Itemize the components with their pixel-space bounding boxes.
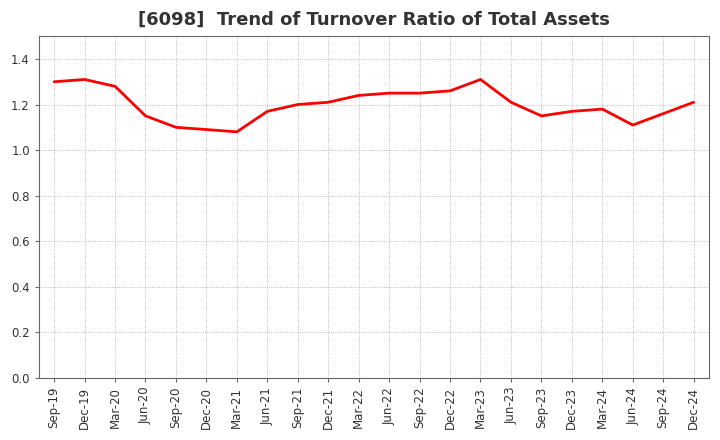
Title: [6098]  Trend of Turnover Ratio of Total Assets: [6098] Trend of Turnover Ratio of Total …	[138, 11, 610, 29]
